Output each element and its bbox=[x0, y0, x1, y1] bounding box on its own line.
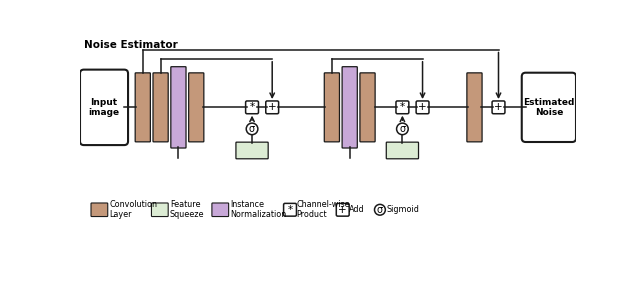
FancyBboxPatch shape bbox=[212, 203, 228, 217]
FancyBboxPatch shape bbox=[236, 142, 268, 159]
FancyBboxPatch shape bbox=[492, 101, 505, 114]
Text: *: * bbox=[250, 102, 255, 112]
FancyBboxPatch shape bbox=[342, 67, 357, 148]
FancyBboxPatch shape bbox=[153, 73, 168, 142]
Text: σ: σ bbox=[399, 124, 406, 134]
FancyBboxPatch shape bbox=[360, 73, 375, 142]
Text: *: * bbox=[287, 205, 292, 215]
Text: Add: Add bbox=[349, 205, 365, 214]
Text: σ: σ bbox=[249, 124, 255, 134]
Text: Channel-wise
Product: Channel-wise Product bbox=[296, 200, 350, 219]
Text: Input
image: Input image bbox=[88, 98, 120, 117]
Text: Estimated
Noise: Estimated Noise bbox=[523, 98, 575, 117]
FancyBboxPatch shape bbox=[266, 101, 278, 114]
FancyBboxPatch shape bbox=[336, 203, 349, 216]
FancyBboxPatch shape bbox=[246, 101, 259, 114]
Text: Sigmoid: Sigmoid bbox=[387, 205, 420, 214]
Circle shape bbox=[374, 204, 385, 215]
Text: +: + bbox=[418, 102, 427, 112]
FancyBboxPatch shape bbox=[324, 73, 339, 142]
FancyBboxPatch shape bbox=[135, 73, 150, 142]
FancyBboxPatch shape bbox=[152, 203, 168, 217]
Text: Convolution
Layer: Convolution Layer bbox=[109, 200, 157, 219]
Circle shape bbox=[397, 123, 408, 135]
Text: σ: σ bbox=[377, 205, 383, 215]
Text: +: + bbox=[494, 102, 503, 112]
FancyBboxPatch shape bbox=[396, 101, 409, 114]
Text: +: + bbox=[339, 205, 347, 215]
Text: Noise Estimator: Noise Estimator bbox=[84, 40, 178, 50]
FancyBboxPatch shape bbox=[189, 73, 204, 142]
Text: +: + bbox=[268, 102, 276, 112]
FancyBboxPatch shape bbox=[80, 70, 128, 145]
Text: Feature
Squeeze: Feature Squeeze bbox=[170, 200, 204, 219]
FancyBboxPatch shape bbox=[522, 73, 576, 142]
Text: Instance
Normalization: Instance Normalization bbox=[230, 200, 287, 219]
Text: *: * bbox=[400, 102, 405, 112]
FancyBboxPatch shape bbox=[467, 73, 482, 142]
FancyBboxPatch shape bbox=[387, 142, 419, 159]
Circle shape bbox=[246, 123, 258, 135]
FancyBboxPatch shape bbox=[416, 101, 429, 114]
FancyBboxPatch shape bbox=[284, 203, 296, 216]
FancyBboxPatch shape bbox=[171, 67, 186, 148]
FancyBboxPatch shape bbox=[91, 203, 108, 217]
